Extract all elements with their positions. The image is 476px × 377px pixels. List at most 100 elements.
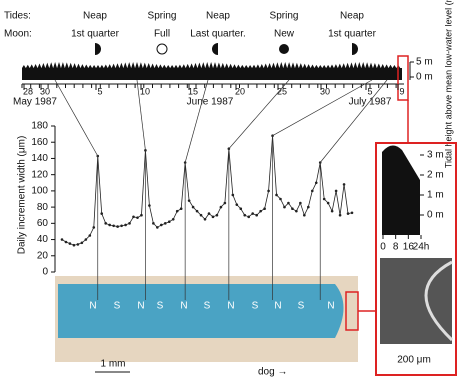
series-line bbox=[61, 135, 353, 246]
point bbox=[171, 217, 175, 221]
y-tick-label: 140 bbox=[31, 153, 48, 164]
y-tick-label: 40 bbox=[37, 234, 49, 245]
date-tick-label: 20 bbox=[235, 86, 245, 96]
moon-icon bbox=[352, 43, 358, 55]
point bbox=[203, 217, 207, 221]
tide-phase: Neap bbox=[206, 11, 230, 22]
moon-icon bbox=[95, 43, 101, 55]
sem-image bbox=[380, 258, 452, 344]
inset-y-label: 1 m bbox=[427, 190, 444, 201]
point bbox=[283, 205, 286, 209]
point bbox=[116, 225, 119, 228]
point bbox=[326, 201, 330, 205]
point bbox=[152, 222, 155, 225]
date-tick-label: 5 bbox=[367, 86, 372, 96]
date-tick-label: 25 bbox=[277, 86, 287, 96]
point bbox=[84, 238, 88, 241]
moon-icon bbox=[279, 44, 289, 54]
date-tick-label: 15 bbox=[188, 86, 198, 96]
connector bbox=[319, 79, 388, 163]
connector bbox=[136, 79, 146, 151]
sem-scale: 200 μm bbox=[397, 355, 431, 366]
moon-icon bbox=[212, 43, 218, 55]
sem-band bbox=[424, 260, 454, 342]
shell-mark: N bbox=[227, 301, 234, 312]
point bbox=[88, 234, 92, 237]
point bbox=[104, 222, 107, 225]
inset-y-label: 3 m bbox=[427, 150, 444, 161]
tide-phase: Spring bbox=[148, 11, 177, 22]
point bbox=[239, 207, 243, 211]
y-tick-label: 80 bbox=[37, 202, 49, 213]
point bbox=[247, 215, 251, 219]
connector bbox=[272, 79, 373, 137]
point bbox=[199, 213, 203, 217]
moon-phase: New bbox=[274, 29, 295, 40]
point bbox=[76, 243, 80, 246]
moon-phase: Last quarter. bbox=[190, 29, 246, 40]
shell-image bbox=[58, 284, 344, 338]
tide-tick-label: 5 m bbox=[416, 57, 433, 68]
point bbox=[120, 224, 123, 228]
direction-label: dog → bbox=[258, 367, 287, 377]
inset-x-label: 16 bbox=[403, 242, 415, 253]
point bbox=[136, 216, 139, 219]
tide-phase: Neap bbox=[340, 11, 364, 22]
point bbox=[215, 213, 219, 217]
moon-label: Moon: bbox=[4, 29, 32, 40]
point bbox=[112, 224, 115, 228]
point bbox=[235, 203, 239, 206]
connector bbox=[228, 79, 290, 149]
shell-mark: S bbox=[114, 301, 121, 312]
point bbox=[330, 209, 334, 213]
date-tick-label: 5 bbox=[97, 86, 102, 96]
point bbox=[243, 213, 247, 217]
point bbox=[219, 205, 223, 209]
point bbox=[72, 243, 76, 247]
y-tick-label: 60 bbox=[37, 218, 49, 229]
point bbox=[191, 205, 195, 209]
point bbox=[167, 220, 171, 224]
tide-strip bbox=[22, 68, 402, 80]
point bbox=[279, 197, 282, 201]
point bbox=[310, 189, 314, 193]
inset-tide bbox=[382, 145, 420, 235]
y-tick-label: 0 bbox=[42, 267, 48, 278]
point bbox=[338, 213, 342, 217]
point bbox=[275, 193, 278, 197]
point bbox=[263, 207, 266, 211]
connector bbox=[184, 79, 209, 163]
point bbox=[334, 189, 338, 193]
shell-mark: N bbox=[137, 301, 144, 312]
point bbox=[108, 223, 111, 227]
y-tick-label: 180 bbox=[31, 121, 48, 132]
tide-spikes bbox=[22, 62, 401, 68]
point bbox=[255, 213, 258, 217]
point bbox=[64, 240, 68, 244]
shell-mark: N bbox=[180, 301, 187, 312]
point bbox=[251, 212, 254, 215]
shell-mark: N bbox=[274, 301, 281, 312]
inset-box bbox=[375, 142, 457, 376]
inset-x-label: 8 bbox=[393, 242, 399, 253]
point bbox=[287, 201, 290, 205]
point bbox=[140, 213, 143, 217]
point bbox=[156, 226, 159, 229]
moon-phase: Full bbox=[154, 29, 170, 40]
inset-x-label: 24h bbox=[413, 242, 430, 253]
tide-phase: Neap bbox=[83, 11, 107, 22]
y-tick-label: 20 bbox=[37, 250, 49, 261]
date-tick-label: 28 bbox=[23, 86, 33, 96]
shell-mark: S bbox=[298, 301, 305, 312]
moon-phase: 1st quarter bbox=[71, 29, 119, 40]
point bbox=[92, 226, 96, 229]
date-tick-label: 10 bbox=[140, 86, 150, 96]
point bbox=[124, 223, 127, 227]
point bbox=[291, 207, 294, 211]
point bbox=[295, 209, 298, 213]
point bbox=[179, 207, 183, 211]
point bbox=[128, 222, 131, 225]
point bbox=[207, 212, 211, 215]
point bbox=[267, 189, 270, 193]
